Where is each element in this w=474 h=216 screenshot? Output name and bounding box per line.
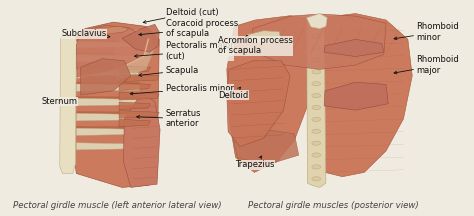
Polygon shape [76, 143, 131, 150]
Text: Pectoralis minor: Pectoralis minor [130, 84, 234, 95]
Circle shape [312, 177, 320, 181]
Polygon shape [227, 16, 307, 172]
Polygon shape [119, 119, 150, 127]
Polygon shape [76, 82, 139, 85]
Text: Pectoral girdle muscle (left anterior lateral view): Pectoral girdle muscle (left anterior la… [13, 201, 222, 210]
Polygon shape [233, 129, 299, 164]
Circle shape [312, 165, 320, 169]
Text: Sternum: Sternum [41, 97, 77, 106]
Polygon shape [76, 53, 136, 56]
Polygon shape [123, 93, 160, 187]
Polygon shape [320, 14, 412, 177]
Text: Coracoid process
of scapula: Coracoid process of scapula [139, 19, 238, 38]
Text: Subclavius: Subclavius [61, 29, 110, 38]
Polygon shape [119, 102, 150, 110]
Polygon shape [76, 41, 133, 48]
Polygon shape [76, 126, 134, 129]
Circle shape [312, 58, 320, 62]
Polygon shape [227, 61, 290, 147]
Polygon shape [76, 113, 137, 121]
Circle shape [312, 141, 320, 145]
Polygon shape [60, 31, 76, 173]
Text: Deltoid (cut): Deltoid (cut) [143, 8, 219, 23]
Polygon shape [119, 111, 159, 118]
Polygon shape [76, 55, 136, 62]
Polygon shape [76, 84, 139, 91]
Circle shape [312, 153, 320, 157]
Polygon shape [119, 92, 159, 100]
Polygon shape [76, 25, 148, 78]
Polygon shape [76, 98, 139, 106]
Polygon shape [76, 69, 138, 76]
Text: Trapezius: Trapezius [236, 156, 275, 169]
Circle shape [312, 70, 320, 74]
Text: Pectoral girdle muscles (posterior view): Pectoral girdle muscles (posterior view) [248, 201, 419, 210]
Polygon shape [324, 82, 388, 110]
Text: Pectoralis major
(cut): Pectoralis major (cut) [135, 41, 234, 61]
Polygon shape [324, 39, 384, 57]
Polygon shape [119, 65, 150, 73]
Polygon shape [122, 24, 159, 52]
Polygon shape [119, 74, 159, 82]
Polygon shape [76, 111, 137, 114]
Text: Rhomboid
major: Rhomboid major [394, 55, 459, 75]
Polygon shape [76, 96, 139, 99]
Circle shape [312, 46, 320, 50]
Polygon shape [85, 26, 128, 34]
Polygon shape [76, 128, 134, 135]
Text: Serratus
anterior: Serratus anterior [137, 109, 201, 129]
Circle shape [312, 105, 320, 110]
Circle shape [312, 22, 320, 26]
Circle shape [312, 94, 320, 98]
Polygon shape [75, 22, 159, 187]
Text: Rhomboid
minor: Rhomboid minor [394, 22, 459, 41]
Polygon shape [307, 16, 326, 187]
Circle shape [312, 82, 320, 86]
Polygon shape [76, 39, 133, 42]
Polygon shape [251, 14, 386, 69]
Circle shape [312, 34, 320, 38]
Polygon shape [81, 59, 131, 95]
Polygon shape [76, 67, 138, 70]
Polygon shape [119, 83, 150, 91]
Text: Deltoid: Deltoid [218, 87, 248, 100]
Circle shape [312, 117, 320, 122]
Polygon shape [307, 14, 327, 29]
Text: Scapula: Scapula [139, 66, 199, 76]
Polygon shape [246, 31, 281, 44]
Text: Acromion process
of scapula: Acromion process of scapula [218, 35, 293, 56]
Polygon shape [111, 30, 155, 80]
Circle shape [312, 129, 320, 133]
